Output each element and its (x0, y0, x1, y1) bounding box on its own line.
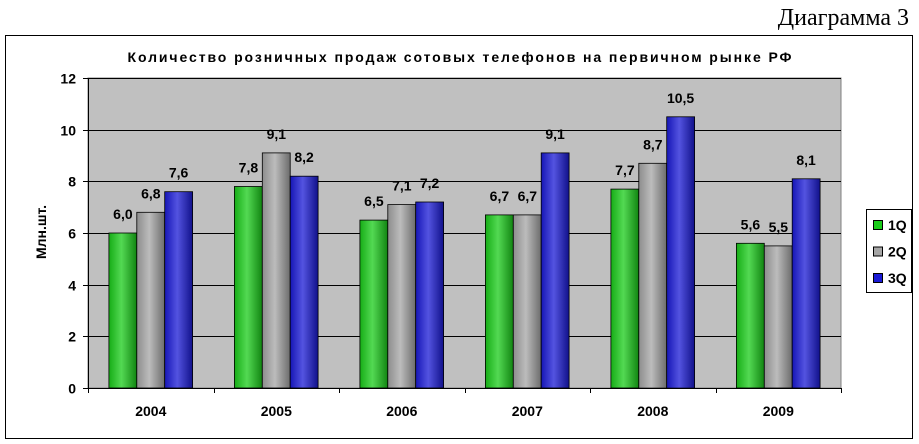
data-label-3q-2005: 8,2 (294, 149, 314, 165)
figure-caption: Диаграмма 3 (778, 5, 909, 31)
bar-3q-2006 (415, 201, 445, 389)
y-tick-label-8: 8 (68, 174, 76, 190)
data-label-2q-2009: 5,5 (769, 219, 789, 235)
bar-3q-2004 (164, 191, 193, 389)
data-label-2q-2005: 9,1 (267, 126, 287, 142)
y-tick-label-10: 10 (60, 123, 76, 139)
legend-swatch-1q (873, 220, 883, 230)
legend-item-1q: 1Q (873, 217, 907, 233)
bar-2q-2004 (136, 211, 166, 389)
bars (108, 116, 821, 389)
data-label-2q-2004: 6,8 (141, 185, 161, 201)
legend-label-3q: 3Q (888, 270, 907, 286)
y-tick-label-12: 12 (60, 71, 76, 87)
data-label-1q-2004: 6,0 (113, 206, 133, 222)
data-label-1q-2007: 6,7 (490, 188, 510, 204)
data-label-2q-2007: 6,7 (518, 188, 538, 204)
data-label-3q-2006: 7,2 (420, 175, 440, 191)
gridlines (88, 78, 841, 337)
data-label-3q-2008: 10,5 (667, 90, 694, 106)
data-label-2q-2006: 7,1 (392, 178, 412, 194)
bar-2q-2008 (638, 162, 668, 389)
bar-1q-2007 (484, 214, 514, 389)
data-label-1q-2009: 5,6 (741, 216, 761, 232)
bar-2q-2005 (261, 152, 291, 389)
x-tick-label-2009: 2009 (763, 403, 794, 419)
bar-2q-2006 (387, 204, 417, 389)
legend-label-1q: 1Q (888, 217, 907, 233)
bar-1q-2004 (108, 232, 138, 389)
y-tick-label-2: 2 (68, 329, 76, 345)
y-tick-label-4: 4 (68, 278, 76, 294)
y-tick-label-0: 0 (68, 381, 76, 397)
bar-1q-2005 (233, 186, 263, 389)
bar-3q-2005 (289, 175, 319, 389)
legend-item-2q: 2Q (873, 244, 907, 260)
legend-label-2q: 2Q (888, 244, 907, 260)
legend-swatch-3q (873, 273, 883, 283)
bar-2q-2007 (512, 214, 542, 389)
x-tick-label-2005: 2005 (261, 403, 292, 419)
data-label-2q-2008: 8,7 (643, 136, 663, 152)
y-axis-label: Млн.шт. (33, 205, 49, 259)
data-labels: 6,0 6,8 7,6 7,8 9,1 8,2 6,5 7,1 7,2 6,7 6,7 9,1 7,7 8… (113, 90, 816, 235)
bar-1q-2008 (610, 188, 640, 389)
bar-1q-2009 (736, 242, 765, 389)
data-label-1q-2005: 7,8 (239, 160, 259, 176)
data-label-1q-2006: 6,5 (364, 193, 384, 209)
bar-1q-2006 (359, 219, 389, 389)
bar-3q-2007 (540, 152, 570, 389)
x-tick-label-2006: 2006 (386, 403, 417, 419)
legend: 1Q 2Q 3Q (866, 209, 912, 293)
x-tick-label-2008: 2008 (637, 403, 668, 419)
data-label-3q-2009: 8,1 (796, 152, 816, 168)
axes: 0 2 4 6 8 10 12 2004 2005 2006 2007 2008 2009 (60, 71, 842, 419)
x-tick-label-2004: 2004 (135, 403, 166, 419)
data-label-3q-2004: 7,6 (169, 165, 189, 181)
bar-3q-2009 (791, 178, 821, 389)
data-label-1q-2008: 7,7 (615, 162, 635, 178)
data-label-3q-2007: 9,1 (545, 126, 565, 142)
legend-swatch-2q (873, 246, 883, 257)
x-tick-label-2007: 2007 (512, 403, 543, 419)
bar-2q-2009 (763, 245, 793, 389)
y-tick-label-6: 6 (68, 226, 76, 242)
legend-item-3q: 3Q (873, 270, 907, 286)
bar-3q-2008 (666, 116, 696, 389)
